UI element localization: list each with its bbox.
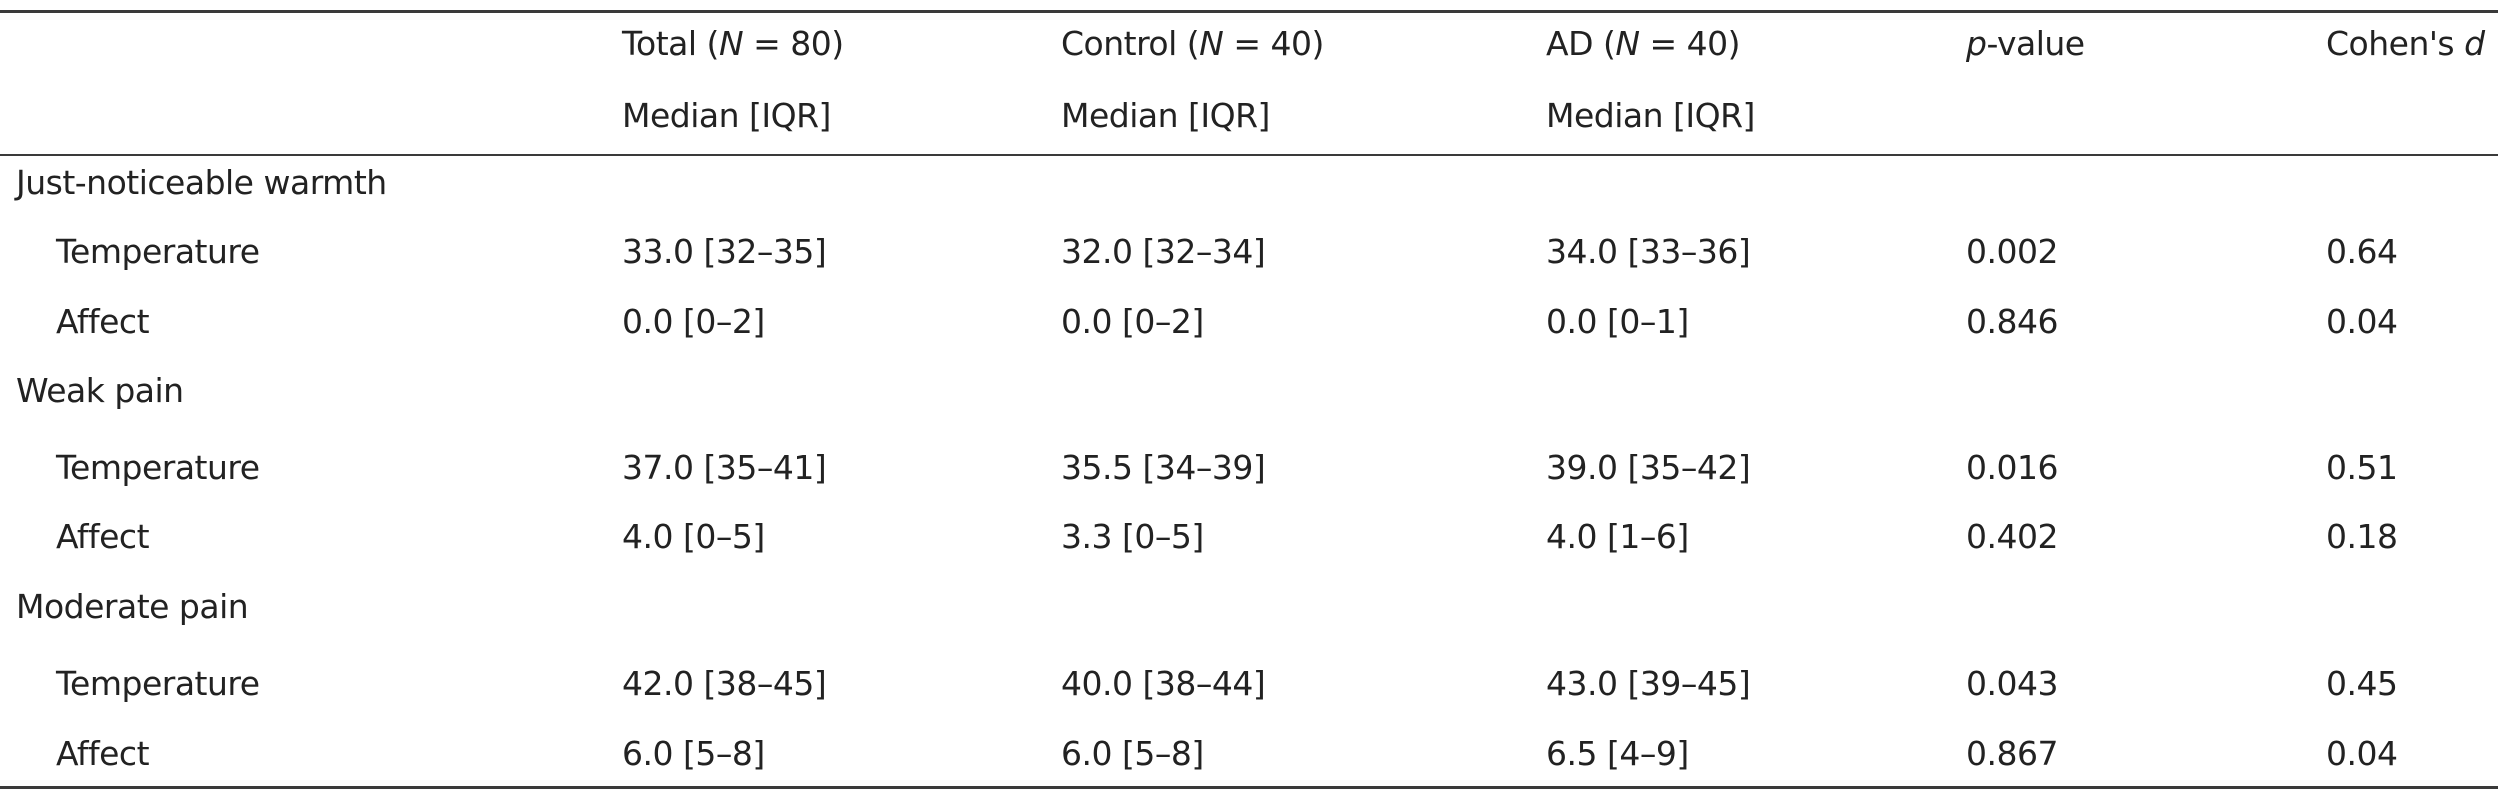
header-total-suffix: = 80) bbox=[743, 24, 844, 63]
cell-cohen-d: 0.64 bbox=[2326, 232, 2398, 271]
row-label: Temperature bbox=[56, 232, 260, 271]
header-ad-prefix: AD ( bbox=[1546, 24, 1616, 63]
bottom-rule bbox=[0, 786, 2498, 789]
cell-cohen-d: 0.18 bbox=[2326, 517, 2398, 556]
header-total-sub: Median [IQR] bbox=[622, 96, 831, 135]
top-rule bbox=[0, 10, 2498, 13]
cell-cohen-d: 0.04 bbox=[2326, 734, 2398, 773]
cell-pvalue: 0.043 bbox=[1966, 664, 2058, 703]
header-control-sub: Median [IQR] bbox=[1061, 96, 1270, 135]
row-label: Temperature bbox=[56, 664, 260, 703]
cell-ad: 39.0 [35–42] bbox=[1546, 448, 1751, 487]
cell-pvalue: 0.846 bbox=[1966, 302, 2058, 341]
header-total-prefix: Total ( bbox=[622, 24, 719, 63]
header-total-n: N bbox=[718, 24, 744, 63]
cell-ad: 0.0 [0–1] bbox=[1546, 302, 1689, 341]
cell-total: 6.0 [5–8] bbox=[622, 734, 765, 773]
row-label: Temperature bbox=[56, 448, 260, 487]
cell-ad: 4.0 [1–6] bbox=[1546, 517, 1689, 556]
row-label: Affect bbox=[56, 734, 150, 773]
cell-total: 33.0 [32–35] bbox=[622, 232, 827, 271]
section-title: Weak pain bbox=[16, 371, 184, 410]
header-pvalue: p-value bbox=[1966, 24, 2085, 64]
header-control-n: N bbox=[1199, 24, 1224, 63]
header-ad-n: N bbox=[1615, 24, 1640, 63]
cell-control: 35.5 [34–39] bbox=[1061, 448, 1266, 487]
header-control-prefix: Control ( bbox=[1061, 24, 1200, 63]
cell-total: 42.0 [38–45] bbox=[622, 664, 827, 703]
header-pvalue-rest: -value bbox=[1986, 24, 2085, 63]
cell-total: 37.0 [35–41] bbox=[622, 448, 827, 487]
cell-cohen-d: 0.45 bbox=[2326, 664, 2398, 703]
cell-cohen-d: 0.51 bbox=[2326, 448, 2398, 487]
header-cohen-prefix: Cohen's bbox=[2326, 24, 2465, 63]
header-cohen: Cohen's d bbox=[2326, 24, 2485, 64]
header-pvalue-p: p bbox=[1966, 24, 1987, 63]
cell-pvalue: 0.867 bbox=[1966, 734, 2058, 773]
section-title: Moderate pain bbox=[16, 587, 249, 626]
header-rule bbox=[0, 154, 2498, 156]
row-label: Affect bbox=[56, 517, 150, 556]
cell-ad: 34.0 [33–36] bbox=[1546, 232, 1751, 271]
cell-total: 0.0 [0–2] bbox=[622, 302, 765, 341]
header-control: Control (N = 40) bbox=[1061, 24, 1324, 64]
header-cohen-d: d bbox=[2464, 24, 2485, 63]
cell-ad: 6.5 [4–9] bbox=[1546, 734, 1689, 773]
row-label: Affect bbox=[56, 302, 150, 341]
cell-ad: 43.0 [39–45] bbox=[1546, 664, 1751, 703]
cell-control: 3.3 [0–5] bbox=[1061, 517, 1204, 556]
header-ad: AD (N = 40) bbox=[1546, 24, 1741, 64]
cell-control: 6.0 [5–8] bbox=[1061, 734, 1204, 773]
cell-control: 32.0 [32–34] bbox=[1061, 232, 1266, 271]
header-ad-sub: Median [IQR] bbox=[1546, 96, 1755, 135]
header-total: Total (N = 80) bbox=[622, 24, 844, 64]
cell-pvalue: 0.402 bbox=[1966, 517, 2058, 556]
cell-pvalue: 0.002 bbox=[1966, 232, 2058, 271]
cell-total: 4.0 [0–5] bbox=[622, 517, 765, 556]
header-ad-suffix: = 40) bbox=[1639, 24, 1741, 63]
section-title: Just-noticeable warmth bbox=[16, 163, 387, 202]
cell-pvalue: 0.016 bbox=[1966, 448, 2058, 487]
cell-control: 40.0 [38–44] bbox=[1061, 664, 1266, 703]
header-control-suffix: = 40) bbox=[1223, 24, 1324, 63]
cell-control: 0.0 [0–2] bbox=[1061, 302, 1204, 341]
cell-cohen-d: 0.04 bbox=[2326, 302, 2398, 341]
